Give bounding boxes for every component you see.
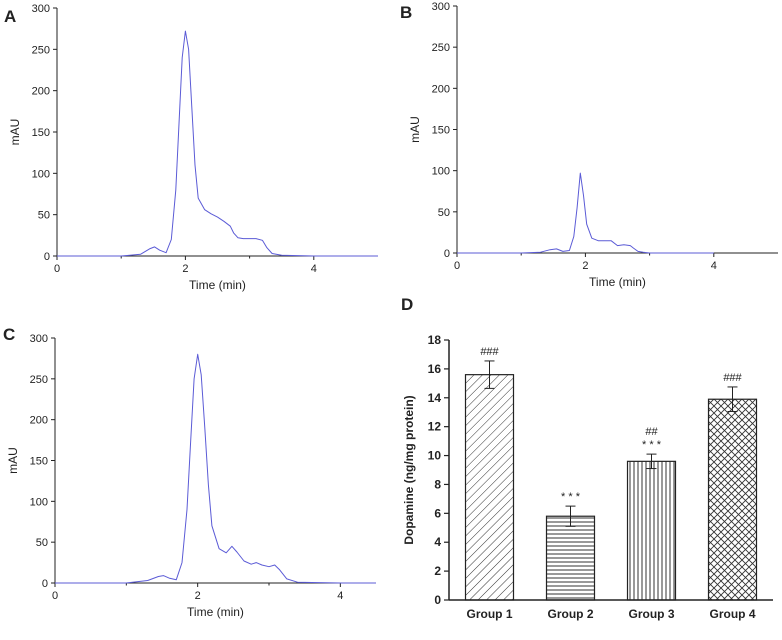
panel-a-y-tick-label: 150	[32, 127, 50, 139]
panel-a-y-tick-label: 200	[32, 86, 50, 98]
x-tick-label: Group 1	[466, 607, 512, 621]
panel-b-y-tick-label: 50	[438, 207, 450, 219]
panel-d-y-tick-label: 6	[434, 506, 441, 520]
panel-a-label: A	[4, 7, 16, 26]
bar	[545, 515, 596, 601]
panel-b-x-tick-label: 0	[454, 260, 460, 272]
panel-c-x-tick-label: 4	[337, 590, 343, 602]
significance-label: ###	[723, 372, 742, 384]
bar	[626, 460, 677, 601]
panel-a-y-tick-label: 250	[32, 44, 50, 56]
panel-b-y-tick-label: 250	[432, 42, 450, 54]
panel-a-x-axis-label: Time (min)	[189, 278, 246, 292]
panel-c-y-tick-label: 50	[36, 537, 48, 549]
panel-b-y-axis-label: mAU	[408, 116, 422, 143]
panel-a-trace	[57, 30, 378, 257]
panel-c-trace	[55, 353, 376, 584]
panel-a-y-tick-label: 0	[44, 251, 50, 263]
significance-label: * * *	[642, 439, 662, 451]
panel-c-y-axis-label: mAU	[6, 447, 20, 474]
panel-b-x-axis-label: Time (min)	[589, 275, 646, 289]
x-tick-label: Group 2	[547, 607, 593, 621]
panel-d-y-axis-label: Dopamine (ng/mg protein)	[402, 395, 416, 544]
panel-b-x-tick-label: 2	[582, 260, 588, 272]
panel-c-y-tick-label: 300	[30, 333, 48, 345]
panel-d-y-tick-label: 8	[434, 477, 441, 491]
panel-b-y-tick-label: 0	[444, 248, 450, 260]
panel-a-y-tick-label: 100	[32, 168, 50, 180]
panel-d-y-tick-label: 14	[428, 391, 442, 405]
bar	[707, 398, 758, 601]
significance-label: * * *	[561, 491, 581, 503]
panel-d-y-tick-label: 10	[428, 449, 442, 463]
panel-d-y-tick-label: 4	[434, 535, 441, 549]
panel-a-x-tick-label: 2	[182, 263, 188, 275]
x-tick-label: Group 3	[628, 607, 674, 621]
panel-b-y-tick-label: 300	[432, 1, 450, 13]
panel-c-y-tick-label: 0	[42, 578, 48, 590]
panel-a-y-tick-label: 50	[38, 210, 50, 222]
panel-b-y-tick-label: 200	[432, 83, 450, 95]
bar	[464, 374, 515, 601]
panel-b-x-tick-label: 4	[711, 260, 717, 272]
panel-d-label: D	[401, 295, 413, 314]
panel-c-x-tick-label: 2	[195, 590, 201, 602]
panel-c-y-tick-label: 150	[30, 456, 48, 468]
panel-c-y-tick-label: 250	[30, 374, 48, 386]
significance-label: ##	[645, 426, 658, 438]
panel-a-y-axis-label: mAU	[8, 119, 22, 146]
panel-d-y-tick-label: 16	[428, 362, 442, 376]
panel-b-label: B	[400, 3, 412, 22]
panel-c-x-axis-label: Time (min)	[187, 605, 244, 619]
panel-a-y-tick-label: 300	[32, 3, 50, 15]
significance-label: ###	[480, 346, 499, 358]
x-tick-label: Group 4	[709, 607, 755, 621]
panel-c-label: C	[3, 325, 15, 344]
panel-b-trace	[457, 172, 714, 254]
panel-c-y-tick-label: 200	[30, 415, 48, 427]
panel-d-y-tick-label: 0	[434, 593, 441, 607]
panel-d-y-tick-label: 12	[428, 420, 442, 434]
panel-d-y-tick-label: 2	[434, 564, 441, 578]
panel-a-x-tick-label: 0	[54, 263, 60, 275]
panel-c-x-tick-label: 0	[52, 590, 58, 602]
panel-c-y-tick-label: 100	[30, 496, 48, 508]
panel-a-x-tick-label: 4	[311, 263, 317, 275]
panel-b-y-tick-label: 100	[432, 166, 450, 178]
panel-b-y-tick-label: 150	[432, 125, 450, 137]
panel-d-y-tick-label: 18	[428, 333, 442, 347]
